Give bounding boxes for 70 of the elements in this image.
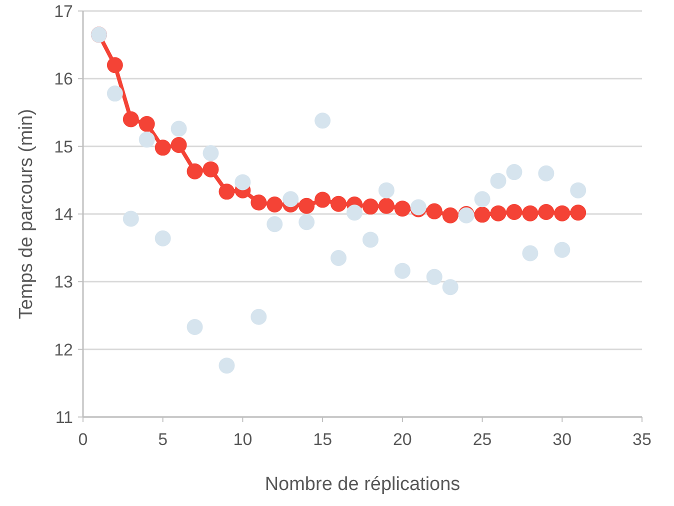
point <box>154 230 171 246</box>
point <box>506 204 522 220</box>
point <box>474 191 490 208</box>
y-tick-label: 11 <box>55 408 73 427</box>
point <box>490 205 506 222</box>
point <box>298 214 315 230</box>
x-tick-label: 20 <box>392 430 412 449</box>
point <box>202 145 219 162</box>
point <box>346 204 363 221</box>
point <box>426 203 442 220</box>
point <box>538 204 554 220</box>
point <box>202 161 219 178</box>
point <box>522 205 538 222</box>
point <box>122 111 139 128</box>
point <box>282 191 299 208</box>
point <box>154 140 171 156</box>
point <box>570 204 586 221</box>
y-axis-title: Temps de parcours (min) <box>16 108 37 320</box>
point <box>330 196 347 212</box>
point <box>186 163 203 180</box>
point <box>266 196 283 213</box>
point <box>554 205 570 222</box>
point <box>218 184 235 200</box>
point <box>186 319 203 336</box>
y-tick-label: 14 <box>54 204 73 224</box>
point <box>522 245 538 262</box>
point <box>106 57 123 74</box>
point <box>170 120 187 137</box>
point <box>474 206 490 223</box>
y-tick-label: 17 <box>54 2 73 21</box>
point <box>138 116 155 132</box>
point <box>426 268 442 285</box>
point <box>314 112 331 129</box>
y-tick-label: 16 <box>54 70 73 89</box>
point <box>362 198 378 215</box>
point <box>538 165 554 182</box>
x-tick-label: 30 <box>552 430 572 449</box>
point <box>266 216 283 232</box>
x-axis-title: Nombre de réplications <box>264 474 460 495</box>
point <box>378 198 394 214</box>
point <box>314 192 331 208</box>
point <box>138 132 155 148</box>
x-tick-label: 0 <box>78 430 88 449</box>
x-tick-label: 35 <box>632 430 652 449</box>
point <box>106 86 123 102</box>
point <box>362 232 378 248</box>
y-tick-label: 15 <box>54 137 73 156</box>
y-tick-label: 12 <box>54 340 73 360</box>
x-tick-label: 5 <box>158 430 168 449</box>
point <box>490 172 506 189</box>
point <box>122 210 139 227</box>
point <box>330 250 347 266</box>
point <box>170 136 187 153</box>
point <box>250 194 267 210</box>
point <box>218 358 235 374</box>
point <box>298 198 315 214</box>
point <box>394 200 410 217</box>
point <box>442 207 458 224</box>
point <box>250 308 267 325</box>
point <box>394 262 410 279</box>
point <box>442 279 458 296</box>
point <box>506 164 522 180</box>
point <box>554 242 570 258</box>
y-tick-label: 13 <box>54 272 73 292</box>
x-tick-label: 10 <box>233 430 252 449</box>
x-tick-label: 15 <box>313 430 332 449</box>
point <box>234 174 251 190</box>
x-tick-label: 25 <box>472 430 492 449</box>
point <box>378 182 394 198</box>
point <box>570 182 586 198</box>
